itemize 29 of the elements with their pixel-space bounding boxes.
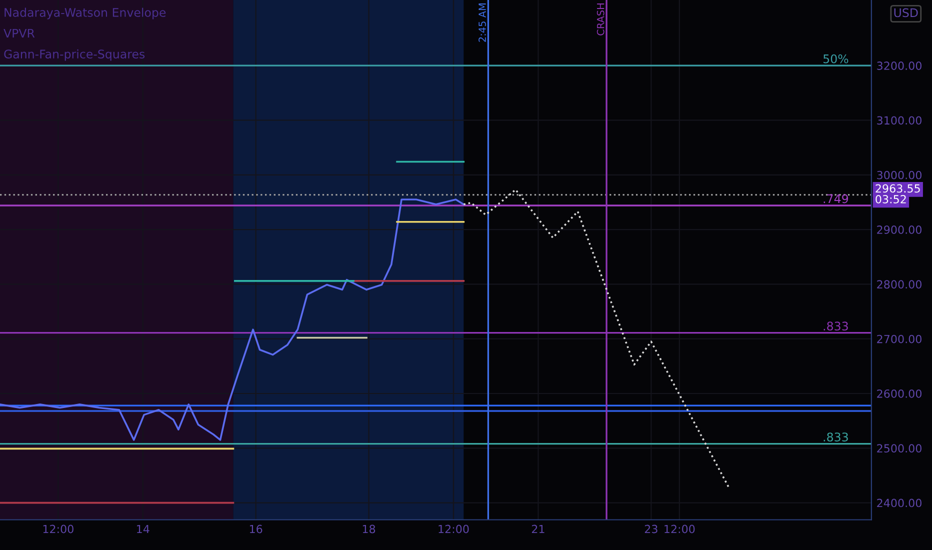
x-tick-label: 12:00 bbox=[664, 524, 695, 534]
y-tick-label: 3100.00 bbox=[877, 116, 922, 125]
y-tick-label: 2500.00 bbox=[877, 444, 922, 453]
x-tick-label: 21 bbox=[532, 524, 544, 534]
text: USD bbox=[894, 8, 918, 18]
annotation: Gann-Fan-price-Squares bbox=[4, 49, 145, 61]
x-tick-label: 18 bbox=[362, 524, 376, 534]
text: 03:52 bbox=[876, 195, 906, 204]
ref-line-label: CRASH bbox=[596, 4, 604, 36]
y-tick-label: 3000.00 bbox=[877, 170, 922, 180]
ref-line-label: 2:45 AM bbox=[478, 4, 486, 42]
annotation: .833 bbox=[824, 322, 848, 331]
annotation: Nadaraya-Watson Envelope bbox=[4, 8, 166, 20]
y-tick-label: 2900.00 bbox=[877, 226, 922, 234]
ref-line-label: 2963.55 bbox=[876, 184, 920, 193]
y-tick-label: 2700.00 bbox=[877, 334, 922, 344]
annotation: 50% bbox=[824, 54, 848, 64]
x-tick-label: 23 bbox=[644, 524, 658, 534]
x-tick-label: 14 bbox=[137, 524, 150, 534]
x-tick-label: 12:00 bbox=[43, 524, 74, 534]
annotation: VPVR bbox=[4, 28, 35, 38]
y-tick-label: 2400.00 bbox=[877, 498, 922, 508]
annotation: .833 bbox=[824, 432, 848, 442]
x-tick-label: 12:00 bbox=[438, 524, 469, 534]
annotation: .749 bbox=[824, 194, 848, 204]
y-tick-label: 3200.00 bbox=[877, 62, 922, 70]
x-tick-label: 16 bbox=[250, 524, 262, 534]
y-tick-label: 2600.00 bbox=[877, 389, 922, 398]
y-tick-label: 2800.00 bbox=[877, 280, 922, 289]
